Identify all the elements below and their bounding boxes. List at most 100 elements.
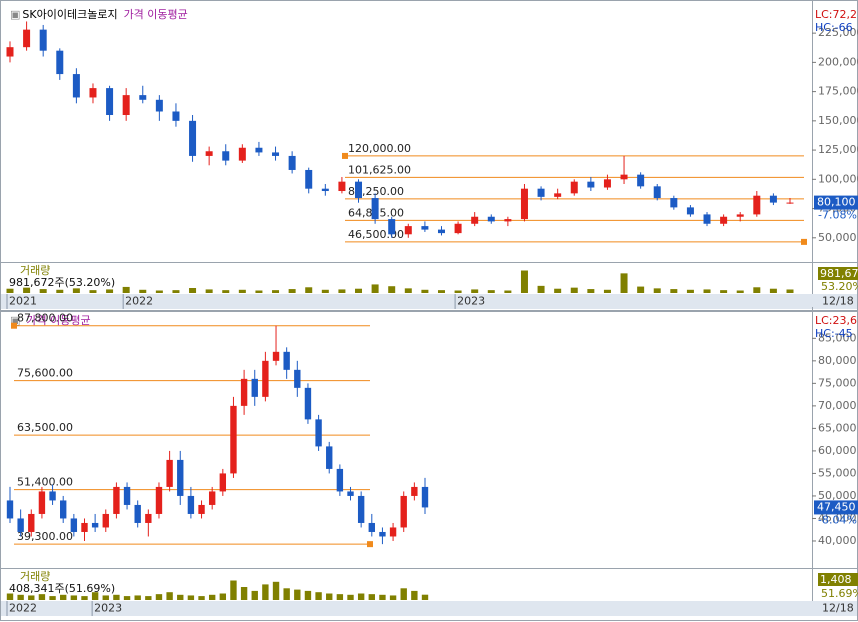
candle-body xyxy=(603,179,611,188)
candle-body xyxy=(686,207,694,215)
y-tick-label: 125,000 xyxy=(818,143,858,156)
volume-bar xyxy=(72,288,80,293)
volume-bar xyxy=(753,287,761,293)
level-handle xyxy=(11,322,17,329)
volume-bar xyxy=(198,596,205,600)
subtitle: 가격 이동평균 xyxy=(26,314,90,327)
candle-body xyxy=(368,522,375,532)
volume-bar xyxy=(653,288,661,293)
volume-bar xyxy=(238,289,246,293)
candle-body xyxy=(177,459,184,496)
volume-bar xyxy=(255,290,263,293)
candle-body xyxy=(454,223,462,234)
volume-bar xyxy=(208,594,216,600)
end-date: 12/18 xyxy=(822,602,854,615)
candle-body xyxy=(238,147,246,161)
candle-body xyxy=(6,47,14,57)
volume-bar xyxy=(404,288,412,293)
volume-bar xyxy=(305,287,313,293)
volume-bar xyxy=(368,594,375,600)
level-handle xyxy=(367,541,373,548)
level-handle xyxy=(342,152,348,159)
title-text: SK아이이테크놀로지 xyxy=(22,8,117,21)
volume-title: 거래량 xyxy=(20,264,50,277)
candle-body xyxy=(72,74,80,98)
y-tick-label: 50,000 xyxy=(818,231,857,244)
candle-body xyxy=(315,419,322,447)
candle-body xyxy=(123,486,131,505)
candle-body xyxy=(70,518,78,532)
volume-bar xyxy=(139,289,147,293)
level-label: 87,800.00 xyxy=(17,312,73,325)
candle-body xyxy=(587,181,595,188)
volume-bar xyxy=(123,596,131,600)
volume-bar xyxy=(554,288,562,293)
candle-body xyxy=(255,147,263,153)
volume-label: 408,341주(51.69%) xyxy=(9,582,115,595)
volume-bar xyxy=(570,287,578,293)
volume-bar xyxy=(421,594,429,600)
level-label: 39,300.00 xyxy=(17,530,73,543)
candle-body xyxy=(122,95,130,116)
candle-body xyxy=(304,387,312,420)
candle-body xyxy=(23,29,31,48)
candle-body xyxy=(338,181,346,192)
candle-body xyxy=(139,95,147,100)
candle-body xyxy=(537,188,545,197)
candle-body xyxy=(205,151,213,156)
candle-body xyxy=(357,495,365,523)
volume-bar xyxy=(134,595,141,600)
volume-last-label: 981,67 xyxy=(820,267,858,280)
subtitle: 가격 이동평균 xyxy=(124,8,188,21)
candle-body xyxy=(283,351,290,370)
volume-bar xyxy=(81,596,88,600)
volume-bar xyxy=(272,581,280,600)
candle-body xyxy=(400,495,407,528)
lc-label: LC:23,6 xyxy=(815,314,857,327)
volume-bar xyxy=(786,289,794,293)
volume-bar xyxy=(294,589,301,600)
y-tick-label: 100,000 xyxy=(818,172,858,185)
volume-bar xyxy=(326,593,333,600)
volume-bar xyxy=(177,594,184,600)
volume-bar xyxy=(166,592,173,600)
last-price-box xyxy=(814,500,858,515)
candle-body xyxy=(198,504,205,514)
y-tick-label: 225,000 xyxy=(818,26,858,39)
candle-body xyxy=(379,531,386,537)
y-tick-label: 200,000 xyxy=(818,55,858,68)
volume-bar xyxy=(222,290,230,293)
candle-body xyxy=(487,216,495,222)
volume-bar xyxy=(357,593,365,600)
title-icon: ▣ xyxy=(10,8,20,21)
y-tick-label: 85,000 xyxy=(818,331,857,344)
volume-bar xyxy=(17,594,24,600)
volume-bar xyxy=(145,596,152,600)
candle-body xyxy=(504,219,512,222)
candle-body xyxy=(520,188,528,220)
level-label: 63,500.00 xyxy=(17,421,73,434)
volume-bar xyxy=(355,288,363,293)
y-tick-label: 40,000 xyxy=(818,534,857,547)
candle-body xyxy=(305,169,313,189)
level-label: 120,000.00 xyxy=(348,142,411,155)
chart-title: ▣ SK아이이테크놀로지 가격 이동평균 xyxy=(10,8,188,21)
volume-bar xyxy=(620,273,628,293)
volume-bar xyxy=(437,290,445,293)
volume-bar xyxy=(28,595,35,600)
volume-bar xyxy=(205,289,213,293)
candle-body xyxy=(219,473,227,492)
end-date: 12/18 xyxy=(822,295,854,308)
candle-body xyxy=(272,152,280,156)
date-label: 2022 xyxy=(9,602,37,615)
change-label: -7.08% xyxy=(818,209,857,222)
level-label: 46,500.00 xyxy=(348,228,404,241)
candle-body xyxy=(49,491,56,501)
candle-body xyxy=(421,486,429,508)
volume-bar xyxy=(189,288,197,293)
volume-bar xyxy=(471,289,479,293)
volume-bar xyxy=(670,289,678,293)
y-tick-label: 150,000 xyxy=(818,114,858,127)
volume-bar xyxy=(155,290,163,293)
